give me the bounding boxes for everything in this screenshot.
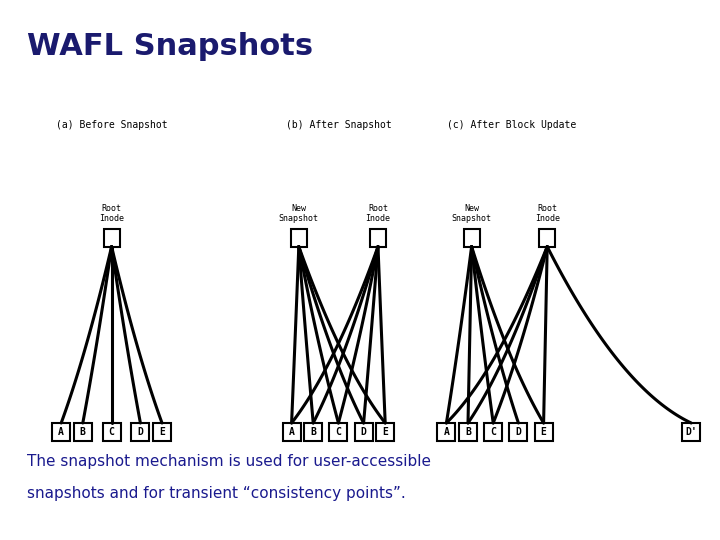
Text: The snapshot mechanism is used for user-accessible: The snapshot mechanism is used for user-… bbox=[27, 454, 431, 469]
FancyBboxPatch shape bbox=[53, 423, 71, 441]
FancyBboxPatch shape bbox=[132, 423, 150, 441]
Text: Root
Inode: Root Inode bbox=[366, 204, 390, 223]
FancyBboxPatch shape bbox=[291, 228, 307, 247]
Text: A: A bbox=[444, 427, 449, 437]
FancyBboxPatch shape bbox=[329, 423, 347, 441]
Text: B: B bbox=[465, 427, 471, 437]
Text: C: C bbox=[490, 427, 496, 437]
Text: (c) After Block Update: (c) After Block Update bbox=[446, 119, 576, 130]
FancyBboxPatch shape bbox=[510, 423, 527, 441]
Text: New
Snapshot: New Snapshot bbox=[451, 204, 492, 223]
Text: Root
Inode: Root Inode bbox=[99, 204, 124, 223]
Text: New
Snapshot: New Snapshot bbox=[279, 204, 319, 223]
FancyBboxPatch shape bbox=[304, 423, 323, 441]
Text: D: D bbox=[516, 427, 521, 437]
Text: A: A bbox=[58, 427, 64, 437]
Text: D': D' bbox=[685, 427, 697, 437]
Text: B: B bbox=[310, 427, 316, 437]
Text: E: E bbox=[382, 427, 388, 437]
FancyBboxPatch shape bbox=[377, 423, 395, 441]
FancyBboxPatch shape bbox=[370, 228, 386, 247]
Text: C: C bbox=[336, 427, 341, 437]
FancyBboxPatch shape bbox=[355, 423, 373, 441]
FancyBboxPatch shape bbox=[683, 423, 701, 441]
FancyBboxPatch shape bbox=[74, 423, 92, 441]
FancyBboxPatch shape bbox=[539, 228, 555, 247]
FancyBboxPatch shape bbox=[153, 423, 171, 441]
FancyBboxPatch shape bbox=[534, 423, 553, 441]
FancyBboxPatch shape bbox=[438, 423, 456, 441]
Text: C: C bbox=[109, 427, 114, 437]
Text: D: D bbox=[138, 427, 143, 437]
Text: (b) After Snapshot: (b) After Snapshot bbox=[286, 119, 391, 130]
FancyBboxPatch shape bbox=[104, 228, 120, 247]
Text: B: B bbox=[80, 427, 86, 437]
Text: A: A bbox=[289, 427, 294, 437]
Text: E: E bbox=[541, 427, 546, 437]
Text: snapshots and for transient “consistency points”.: snapshots and for transient “consistency… bbox=[27, 486, 406, 501]
Text: Root
Inode: Root Inode bbox=[535, 204, 559, 223]
Text: WAFL Snapshots: WAFL Snapshots bbox=[27, 32, 313, 62]
FancyBboxPatch shape bbox=[283, 423, 301, 441]
FancyBboxPatch shape bbox=[485, 423, 503, 441]
FancyBboxPatch shape bbox=[459, 423, 477, 441]
Text: (a) Before Snapshot: (a) Before Snapshot bbox=[55, 119, 168, 130]
Text: E: E bbox=[159, 427, 165, 437]
FancyBboxPatch shape bbox=[464, 228, 480, 247]
Text: D: D bbox=[361, 427, 366, 437]
FancyBboxPatch shape bbox=[102, 423, 121, 441]
